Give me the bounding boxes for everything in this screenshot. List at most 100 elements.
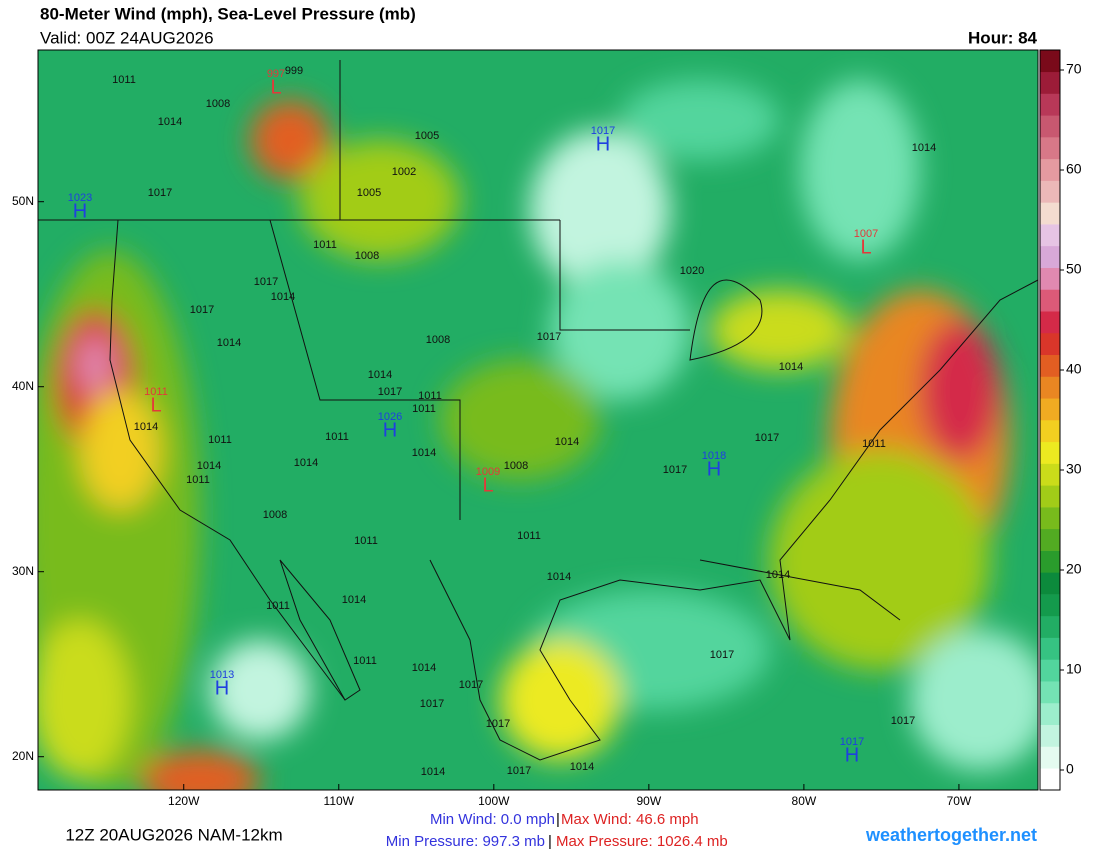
isobar-label: 1011: [354, 535, 378, 547]
separator: |: [548, 833, 552, 850]
isobar-label: 1014: [555, 436, 579, 448]
center-value: 1017: [840, 736, 864, 748]
isobar-label: 1014: [766, 569, 790, 581]
isobar-label: 1014: [412, 447, 436, 459]
center-symbol: H: [596, 133, 610, 155]
isobar-label: 1011: [208, 434, 232, 446]
isobar-label: 1017: [459, 679, 483, 691]
isobar-label: 1017: [486, 718, 510, 730]
colorbar-bin: [1040, 398, 1060, 421]
lat-label: 40N: [12, 379, 34, 393]
isobar-label: 1014: [912, 142, 936, 154]
colorbar-bin: [1040, 463, 1060, 486]
lon-label: 70W: [947, 794, 972, 808]
colorbar-bin: [1040, 202, 1060, 225]
model-run: 12Z 20AUG2026 NAM-12km: [65, 825, 282, 844]
lon-label: 80W: [792, 794, 817, 808]
colorbar-bin: [1040, 115, 1060, 138]
center-symbol: L: [270, 76, 281, 98]
colorbar-bin: [1040, 332, 1060, 356]
colorbar-bin: [1040, 507, 1060, 530]
lon-label: 90W: [637, 794, 662, 808]
isobar-label: 1014: [294, 457, 318, 469]
map-frame: [37, 49, 1039, 791]
colorbar-label: 60: [1066, 161, 1082, 177]
isobar-label: 1017: [507, 765, 531, 777]
isobar-label: 1017: [891, 715, 915, 727]
isobar-label: 1017: [537, 331, 561, 343]
max-wind: Max Wind: 46.6 mph: [561, 811, 699, 828]
colorbar-label: 0: [1066, 761, 1074, 777]
valid-time: Valid: 00Z 24AUG2026: [40, 28, 214, 47]
colorbar-label: 20: [1066, 561, 1082, 577]
isobar-label: 1014: [570, 761, 594, 773]
isobar-label: 1014: [158, 116, 182, 128]
colorbar-bin: [1040, 659, 1060, 682]
colorbar-bin: [1040, 681, 1060, 704]
center-value: 997: [267, 68, 285, 80]
colorbar-bin: [1040, 224, 1060, 247]
center-value: 1023: [68, 192, 92, 204]
isobar-label: 1011: [186, 474, 210, 486]
center-value: 1009: [476, 466, 500, 478]
center-symbol: L: [482, 474, 493, 496]
colorbar-bin: [1040, 354, 1060, 377]
colorbar-bin: [1040, 180, 1060, 203]
isobar-label: 1017: [148, 187, 172, 199]
isobar-label: 1011: [353, 655, 377, 667]
colorbar-label: 50: [1066, 261, 1082, 277]
isobar-label: 1014: [197, 460, 221, 472]
min-wind: Min Wind: 0.0 mph: [430, 811, 555, 828]
colorbar-label: 30: [1066, 461, 1082, 477]
colorbar-bin: [1040, 93, 1060, 116]
isobar-label: 1017: [378, 386, 402, 398]
center-value: 1011: [144, 386, 168, 398]
center-value: 1026: [378, 411, 402, 423]
colorbar-label: 70: [1066, 61, 1082, 77]
isobar-label: 1005: [415, 130, 439, 142]
colorbar-bin: [1040, 376, 1060, 399]
isobar-label: 1014: [421, 766, 445, 778]
colorbar-bin: [1040, 485, 1060, 508]
isobar-label: 1014: [779, 361, 803, 373]
colorbar-bin: [1040, 572, 1060, 595]
isobar-label: 1014: [412, 662, 436, 674]
title: 80-Meter Wind (mph), Sea-Level Pressure …: [40, 4, 416, 23]
isobar-label: 1014: [217, 337, 241, 349]
site-credit: weathertogether.net: [865, 825, 1037, 845]
center-value: 1018: [702, 450, 726, 462]
center-value: 1007: [854, 228, 878, 240]
center-symbol: L: [860, 236, 871, 258]
isobar-label: 1017: [755, 432, 779, 444]
center-symbol: H: [707, 458, 721, 480]
isobar-label: 1014: [342, 594, 366, 606]
isobar-label: 999: [285, 65, 303, 77]
isobar-label: 1011: [517, 530, 541, 542]
lon-label: 100W: [478, 794, 510, 808]
lat-label: 20N: [12, 749, 34, 763]
colorbar-bin: [1040, 746, 1060, 769]
isobar-label: 1017: [254, 276, 278, 288]
center-symbol: H: [845, 744, 859, 766]
center-symbol: H: [383, 419, 397, 441]
colorbar-bin: [1040, 550, 1060, 573]
isobar-label: 1014: [271, 291, 295, 303]
isobar-label: 1011: [862, 438, 886, 450]
wind-field: [38, 50, 1038, 790]
colorbar-bin: [1040, 768, 1060, 791]
isobar-label: 1020: [680, 265, 704, 277]
colorbar-bin: [1040, 137, 1060, 160]
center-value: 1017: [591, 125, 615, 137]
isobar-label: 1008: [426, 334, 450, 346]
isobar-label: 1014: [134, 421, 158, 433]
colorbar-bin: [1040, 528, 1060, 551]
colorbar-bin: [1040, 724, 1060, 747]
colorbar-label: 40: [1066, 361, 1082, 377]
colorbar-bin: [1040, 615, 1060, 638]
forecast-hour: Hour: 84: [968, 28, 1038, 47]
colorbar-bin: [1040, 289, 1060, 312]
colorbar-bin: [1040, 637, 1060, 660]
isobar-label: 1005: [357, 187, 381, 199]
isobar-label: 1014: [547, 571, 571, 583]
